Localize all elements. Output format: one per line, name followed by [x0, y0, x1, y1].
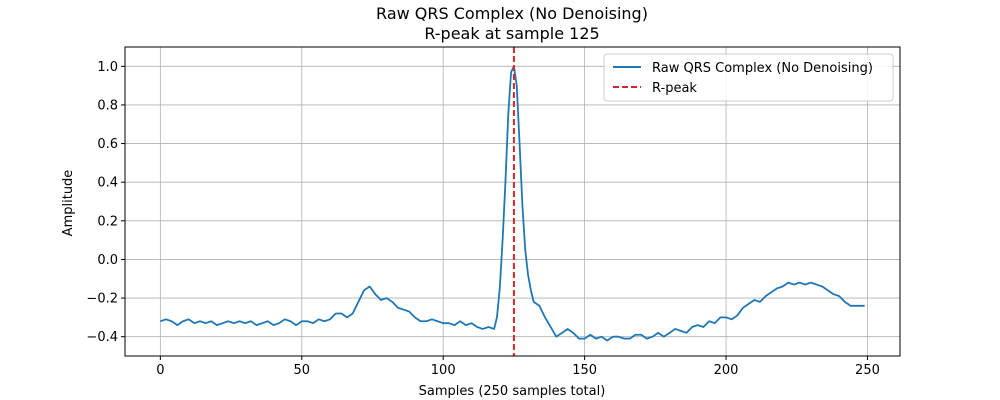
x-tick-label: 50	[294, 363, 311, 378]
y-tick-label: 0.4	[97, 176, 118, 191]
chart-title: Raw QRS Complex (No Denoising)	[376, 4, 648, 23]
x-tick-label: 100	[431, 363, 456, 378]
x-tick-label: 0	[156, 363, 164, 378]
y-tick-label: −0.4	[86, 330, 118, 345]
grid	[125, 47, 900, 356]
x-tick-label: 200	[714, 363, 739, 378]
plot-frame	[124, 46, 901, 357]
ticks-group: 0 50 100 150 200 250 −0.4 −0.2 0.0 0.2 0.4 0.6 0.8 1.…	[86, 60, 879, 378]
legend-label-series: Raw QRS Complex (No Denoising)	[652, 61, 873, 76]
y-tick-label: 0.2	[97, 214, 118, 229]
y-tick-label: 0.8	[97, 98, 118, 113]
y-tick-label: 0.6	[97, 137, 118, 152]
chart-subtitle: R-peak at sample 125	[424, 24, 599, 43]
y-axis-label: Amplitude	[61, 170, 76, 237]
x-tick-label: 150	[572, 363, 597, 378]
legend-label-rpeak: R-peak	[652, 81, 697, 96]
y-tick-label: 1.0	[97, 60, 118, 75]
series-group	[160, 47, 865, 356]
x-tick-label: 250	[855, 363, 880, 378]
x-axis-label: Samples (250 samples total)	[419, 384, 606, 399]
y-tick-label: −0.2	[86, 292, 118, 307]
legend-box	[603, 53, 894, 102]
legend: Raw QRS Complex (No Denoising) R-peak	[603, 53, 894, 102]
y-tick-label: 0.0	[97, 253, 118, 268]
